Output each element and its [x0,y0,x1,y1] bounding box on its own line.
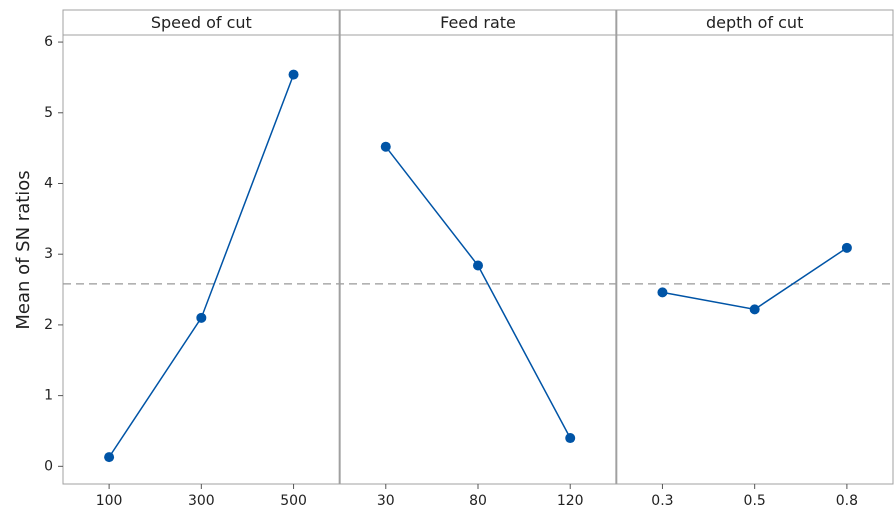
data-point [196,312,207,323]
y-tick-label: 5 [44,105,53,121]
y-tick-label: 3 [44,246,53,262]
y-tick-label: 1 [44,388,53,404]
data-point [288,69,299,80]
panel-title: depth of cut [706,13,803,32]
y-tick-label: 0 [44,458,53,474]
x-tick-label: 100 [96,493,123,509]
plot-frame [62,9,894,485]
data-point [104,452,115,463]
x-tick-label: 80 [469,493,487,509]
x-tick-label: 500 [280,493,307,509]
x-tick-label: 0.3 [651,493,673,509]
panel-title: Feed rate [440,13,516,32]
series-line [108,74,295,458]
data-point [749,304,760,315]
panel-title: Speed of cut [151,13,252,32]
x-tick-label: 120 [557,493,584,509]
y-tick-label: 4 [44,175,53,191]
x-tick-label: 0.8 [836,493,858,509]
data-point [657,287,668,298]
x-tick-label: 30 [377,493,395,509]
data-point [565,433,576,444]
x-tick-label: 0.5 [744,493,766,509]
data-point [473,260,483,271]
y-tick-label: 2 [44,317,53,333]
y-tick-label: 6 [44,34,53,50]
y-axis-label: Mean of SN ratios [13,170,34,329]
data-point [380,141,391,152]
data-point [841,242,852,253]
series-line [662,247,848,311]
series-line [385,146,571,439]
x-tick-label: 300 [188,493,215,509]
